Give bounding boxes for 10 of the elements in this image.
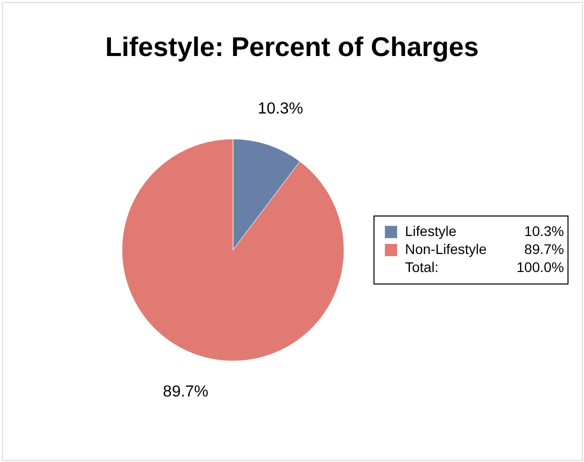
- legend-label: Lifestyle: [405, 223, 457, 239]
- text: Total:: [405, 259, 438, 275]
- chart-title: Lifestyle: Percent of Charges: [105, 32, 479, 62]
- text: 10.3%: [524, 223, 564, 239]
- text: 100.0%: [516, 259, 564, 275]
- legend-label: Non-Lifestyle: [405, 241, 487, 257]
- pie-slice: [122, 138, 344, 362]
- text: 89.7%: [524, 241, 564, 257]
- data-label: 89.7%: [162, 383, 208, 400]
- data-label: 10.3%: [258, 100, 304, 118]
